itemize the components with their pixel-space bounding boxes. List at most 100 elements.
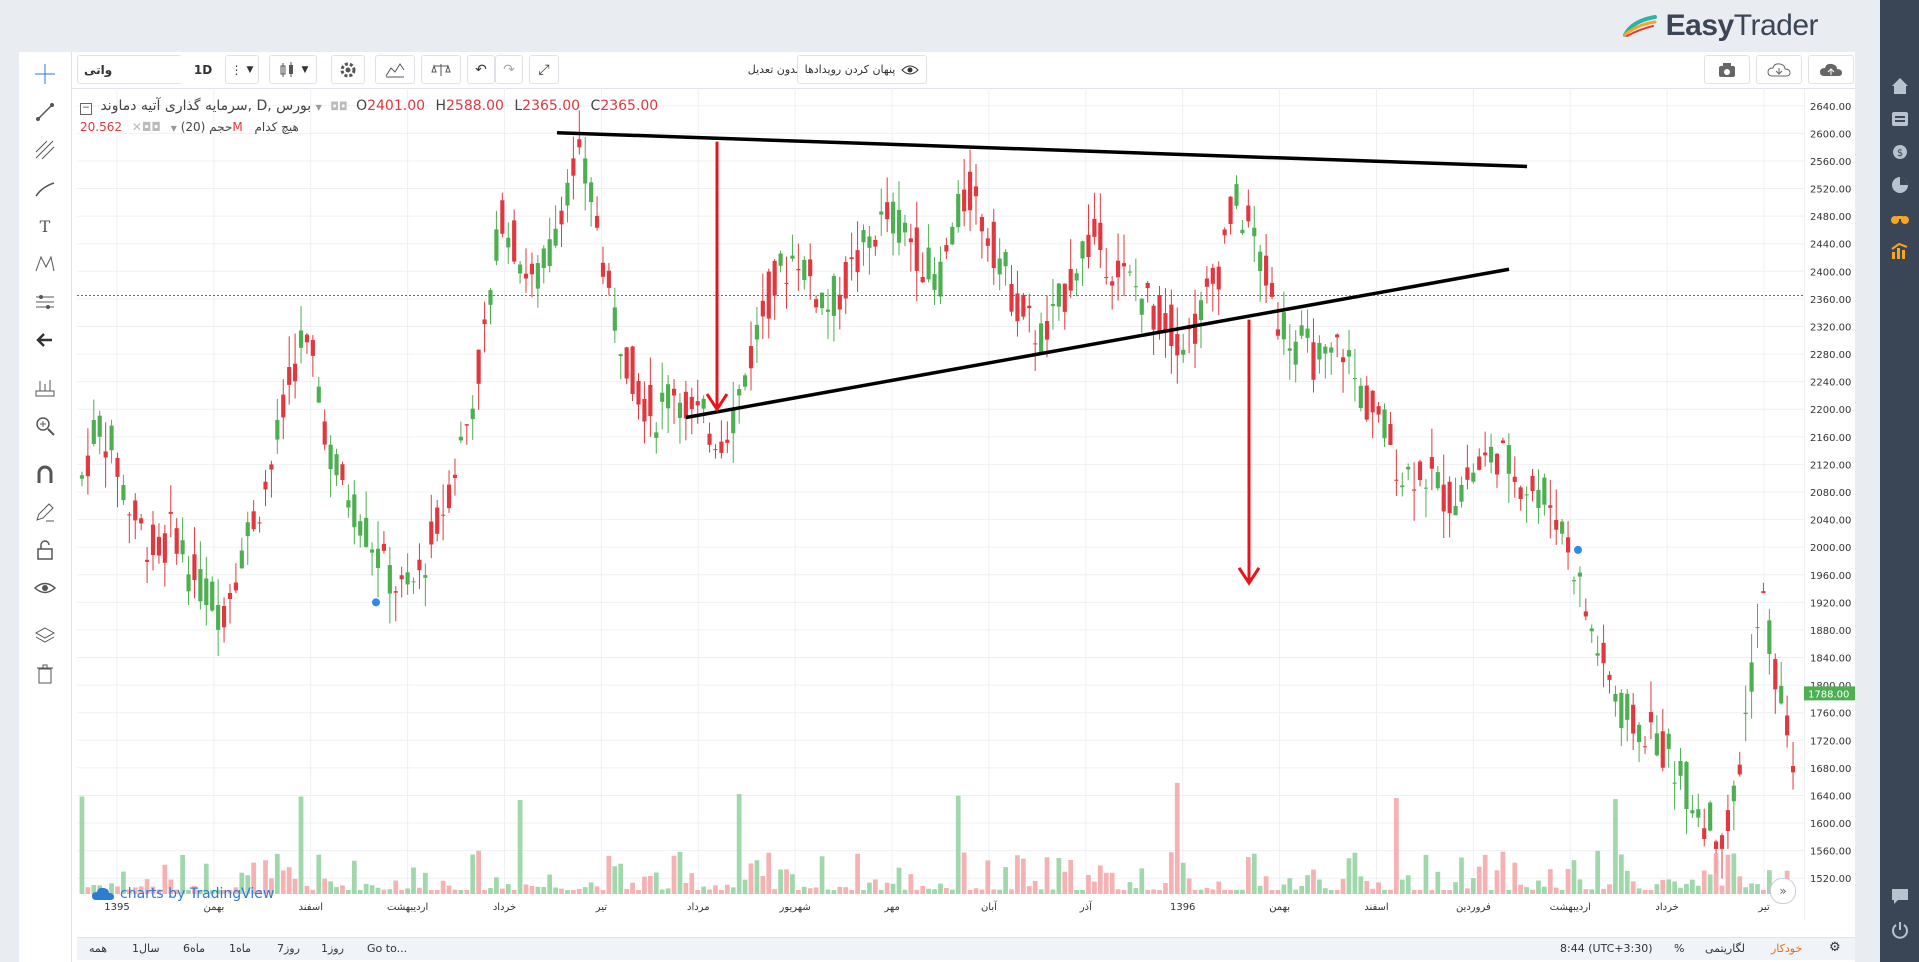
power-icon[interactable] xyxy=(1886,916,1913,943)
volume-settings-icons[interactable]: ◘◘✕ xyxy=(131,120,161,134)
volume-bar xyxy=(1435,871,1441,894)
tradingview-watermark[interactable]: charts by TradingView xyxy=(92,886,274,902)
chart-bars-icon[interactable] xyxy=(1886,237,1913,264)
volume-bar xyxy=(286,867,292,894)
pie-chart-icon[interactable] xyxy=(1886,171,1913,198)
chevron-down-icon[interactable]: ▼ xyxy=(315,103,322,112)
time-tick-label: تیر xyxy=(595,902,608,913)
trendline-lower xyxy=(685,267,1510,420)
chart-type-button[interactable]: ▼ xyxy=(269,55,317,84)
volume-bar xyxy=(1003,867,1008,894)
volume-bar xyxy=(837,886,843,894)
chart-legend: − سرمایه گذاری آتیه دماوند, D, بورس ▼ ◘◘… xyxy=(80,98,658,115)
scroll-to-realtime-button[interactable]: » xyxy=(1770,878,1796,904)
lock-icon[interactable] xyxy=(31,536,59,564)
candle-body xyxy=(1666,733,1671,749)
undo-button[interactable]: ↶ xyxy=(467,55,495,84)
auto-toggle[interactable]: خودکار xyxy=(1771,942,1803,955)
ruler-icon[interactable] xyxy=(31,374,59,402)
zoom-in-icon[interactable] xyxy=(31,412,59,440)
fib-icon[interactable] xyxy=(31,136,59,164)
candle-body xyxy=(814,299,819,308)
volume-bar xyxy=(334,887,339,894)
candle-body xyxy=(1092,218,1097,237)
candle-body xyxy=(577,139,582,148)
candle-body xyxy=(1246,205,1251,222)
fullscreen-button[interactable]: ⤢ xyxy=(529,55,559,84)
goto-button[interactable]: Go to... xyxy=(367,942,408,955)
range-7d[interactable]: 7روز xyxy=(277,942,300,955)
text-icon[interactable]: T xyxy=(31,212,59,240)
candle-body xyxy=(1684,761,1689,809)
candle-body xyxy=(1648,712,1654,723)
layers-icon[interactable] xyxy=(31,622,59,650)
chevron-down-icon[interactable]: ▼ xyxy=(170,124,177,133)
prediction-icon[interactable] xyxy=(31,288,59,316)
volume-bar xyxy=(115,886,120,894)
candle-body xyxy=(109,425,114,451)
cloud-upload-button[interactable] xyxy=(1808,55,1854,84)
candle-body xyxy=(1607,674,1612,680)
volume-bar xyxy=(784,869,789,894)
indicators-button[interactable] xyxy=(375,55,415,84)
symbol-search-input[interactable]: واتی xyxy=(77,55,197,84)
price-axis[interactable]: 2640.00 2600.00 2560.00 2520.00 2480.00 2440.… xyxy=(1804,88,1855,920)
candle-body xyxy=(1222,229,1227,236)
snapshot-button[interactable] xyxy=(1704,55,1750,84)
brush-icon[interactable] xyxy=(31,174,59,202)
trash-icon[interactable] xyxy=(31,660,59,688)
candle-body xyxy=(127,514,132,516)
candle-body xyxy=(571,158,576,176)
binoculars-icon[interactable] xyxy=(1886,204,1913,231)
trend-line-icon[interactable] xyxy=(31,98,59,126)
volume-bar xyxy=(565,889,570,894)
compare-button[interactable] xyxy=(421,55,461,84)
volume-bar xyxy=(470,854,476,894)
time-axis: 1395 بهمن اسفند اردیبهشت خرداد تیر مرداد شهریور… xyxy=(104,900,1770,913)
hide-events-button[interactable]: پنهان کردن رویدادها xyxy=(797,55,927,84)
home-icon[interactable] xyxy=(1886,72,1913,99)
time-tick-label: اردیبهشت xyxy=(387,902,428,913)
crosshair-icon[interactable] xyxy=(31,60,59,88)
volume-bar xyxy=(209,889,215,894)
svg-text:$: $ xyxy=(1896,148,1902,159)
interval-menu-button[interactable]: ⋮ ▼ xyxy=(225,55,259,84)
stay-drawing-icon[interactable] xyxy=(31,498,59,526)
money-icon[interactable]: $ xyxy=(1886,138,1913,165)
eye-icon[interactable] xyxy=(31,574,59,602)
cloud-download-icon xyxy=(1767,62,1791,76)
redo-button[interactable]: ↷ xyxy=(495,55,523,84)
candle-body xyxy=(1465,467,1470,480)
cloud-download-button[interactable] xyxy=(1756,55,1802,84)
back-arrow-icon[interactable] xyxy=(31,326,59,354)
collapse-icon[interactable]: − xyxy=(80,103,92,115)
candle-body xyxy=(535,263,540,289)
volume-bar xyxy=(517,799,523,894)
legend-settings-icons[interactable]: ◘◘ xyxy=(330,100,348,113)
range-1y[interactable]: 1سال xyxy=(132,942,160,955)
volume-bar xyxy=(967,889,973,894)
range-all[interactable]: همه xyxy=(89,942,108,955)
log-toggle[interactable]: لگاریتمی xyxy=(1705,942,1745,955)
chat-icon[interactable] xyxy=(1886,882,1913,909)
volume-bar xyxy=(813,887,819,894)
gear-icon[interactable]: ⚙ xyxy=(1829,940,1841,955)
range-6m[interactable]: 6ماه xyxy=(183,942,206,955)
price-tick-label: 2160.00 xyxy=(1810,433,1851,444)
volume-bar xyxy=(1713,853,1719,894)
settings-button[interactable] xyxy=(331,55,365,84)
volume-bar xyxy=(1542,886,1547,894)
candle-body xyxy=(464,424,469,426)
volume-bar xyxy=(902,889,908,894)
range-1d[interactable]: 1روز xyxy=(321,942,344,955)
magnet-icon[interactable] xyxy=(31,460,59,488)
percent-toggle[interactable]: % xyxy=(1674,942,1685,955)
interval-button[interactable]: 1D xyxy=(179,55,227,84)
range-1m[interactable]: 1ماه xyxy=(229,942,252,955)
pattern-icon[interactable] xyxy=(31,250,59,278)
volume-bar xyxy=(890,883,896,894)
portfolio-icon[interactable] xyxy=(1886,105,1913,132)
candle-body xyxy=(1323,346,1328,354)
chart-plot[interactable]: 1395 بهمن اسفند اردیبهشت خرداد تیر مرداد شهریور… xyxy=(77,88,1804,920)
adjust-button[interactable]: بدون تعدیل xyxy=(599,55,809,84)
